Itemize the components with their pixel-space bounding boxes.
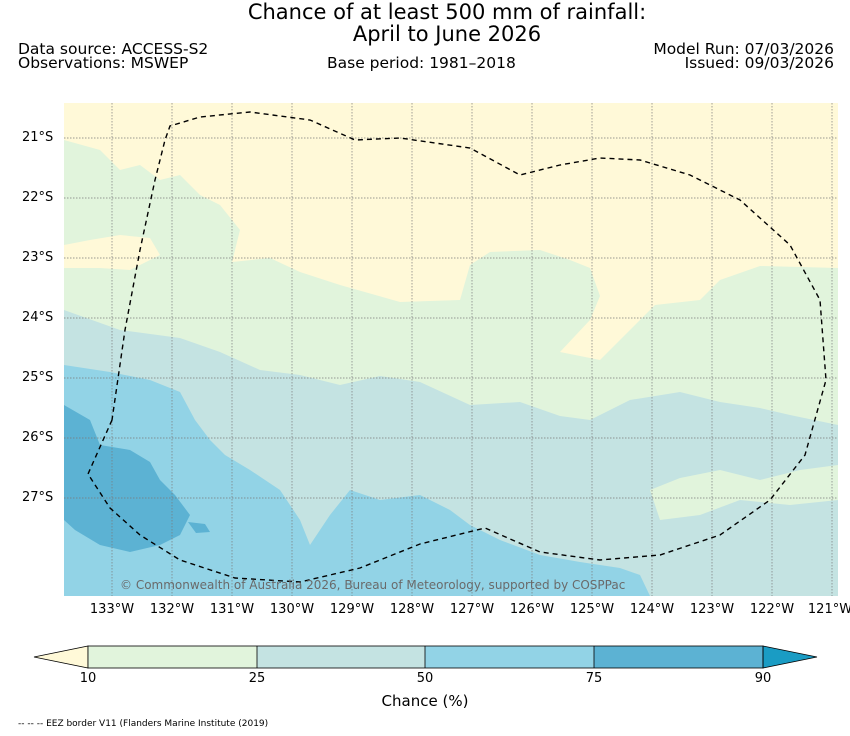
lon-label-126w: 126°W bbox=[509, 602, 555, 617]
eez-footnote: -- -- -- EEZ border V11 (Flanders Marine… bbox=[18, 719, 269, 729]
lat-label-25s: 25°S bbox=[22, 370, 54, 385]
band-75-90 bbox=[64, 405, 190, 552]
colorbar-tick-90: 90 bbox=[754, 671, 772, 686]
band-50-75 bbox=[64, 365, 650, 596]
base-period: Base period: 1981–2018 bbox=[327, 54, 516, 72]
graticule bbox=[64, 103, 838, 596]
lon-label-127w: 127°W bbox=[449, 602, 495, 617]
data-source: Data source: ACCESS-S2 bbox=[18, 40, 209, 58]
map-title-line1: Chance of at least 500 mm of rainfall: bbox=[247, 0, 647, 24]
lat-label-21s: 21°S bbox=[22, 130, 54, 145]
lon-label-124w: 124°W bbox=[629, 602, 675, 617]
issued-date: Issued: 09/03/2026 bbox=[684, 54, 834, 72]
eez-border bbox=[87, 111, 827, 583]
probability-shading bbox=[64, 103, 838, 596]
lon-label-129w: 129°W bbox=[329, 602, 375, 617]
lat-label-26s: 26°S bbox=[22, 430, 54, 445]
lat-label-22s: 22°S bbox=[22, 190, 54, 205]
lon-label-121w: 121°W bbox=[807, 602, 850, 617]
lon-label-128w: 128°W bbox=[389, 602, 435, 617]
lat-label-27s: 27°S bbox=[22, 490, 54, 505]
model-run: Model Run: 07/03/2026 bbox=[653, 40, 834, 58]
band-75-90-spot bbox=[188, 522, 210, 533]
colorbar-label: Chance (%) bbox=[381, 692, 469, 710]
lon-label-123w: 123°W bbox=[689, 602, 735, 617]
colorbar-tick-10: 10 bbox=[79, 671, 97, 686]
lon-label-133w: 133°W bbox=[89, 602, 135, 617]
band-below-10-island bbox=[64, 235, 160, 270]
lon-label-132w: 132°W bbox=[149, 602, 195, 617]
copyright-notice: © Commonwealth of Australia 2026, Bureau… bbox=[120, 578, 626, 592]
colorbar-tick-25: 25 bbox=[248, 671, 266, 686]
lon-label-130w: 130°W bbox=[269, 602, 315, 617]
lon-label-131w: 131°W bbox=[209, 602, 255, 617]
map-title-line2: April to June 2026 bbox=[352, 22, 542, 46]
colorbar-tick-50: 50 bbox=[416, 671, 434, 686]
observations: Observations: MSWEP bbox=[18, 54, 189, 72]
lat-label-24s: 24°S bbox=[22, 310, 54, 325]
lon-label-122w: 122°W bbox=[749, 602, 795, 617]
lat-label-23s: 23°S bbox=[22, 250, 54, 265]
colorbar-tick-75: 75 bbox=[585, 671, 603, 686]
lon-label-125w: 125°W bbox=[569, 602, 615, 617]
